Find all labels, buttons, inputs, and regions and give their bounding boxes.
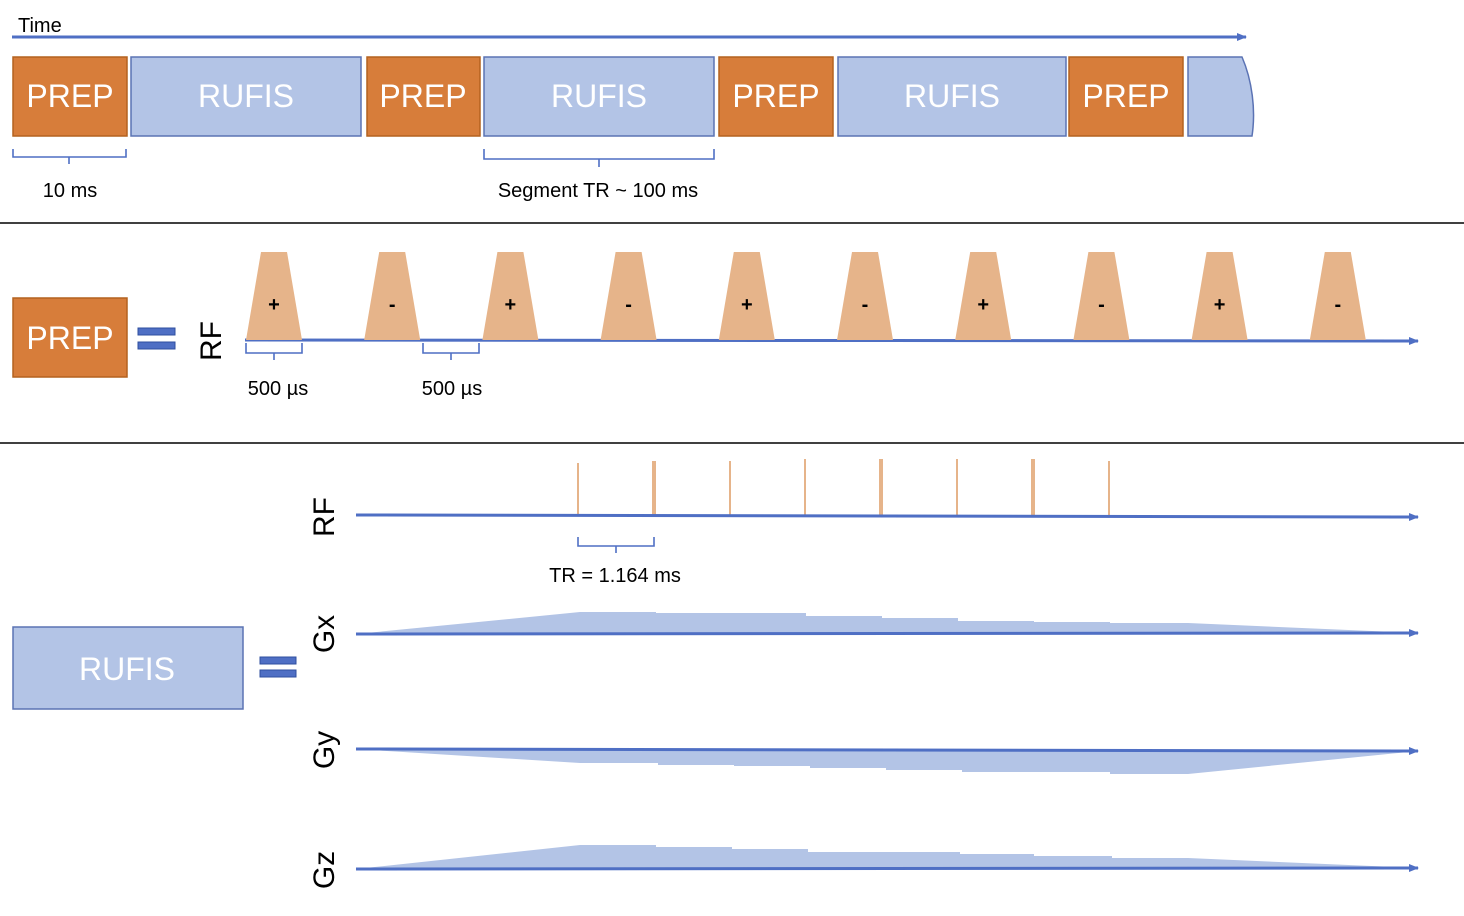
top-block-0-label: PREP [26,78,113,114]
rufis-definition-block: RUFIS [12,626,244,710]
rf-pulse-4 [600,252,657,340]
prep-duration-bracket [12,149,127,164]
rf-pulse-1-sign: + [268,294,280,316]
top-block-4-label: PREP [732,78,819,114]
rufis-definition-label: RUFIS [79,651,175,687]
equals-sign-prep [137,327,176,350]
tr-bracket [577,537,655,553]
top-block-5-label: RUFIS [904,78,1000,114]
rufis-rf-axis-arrow [355,512,1419,521]
gy-axis-label: Gy [308,731,341,769]
rf-spike-4 [804,459,806,515]
top-panel: Time PREP RUFIS PREP RUFIS PREP RUFIS [12,15,1255,202]
pulse-duration-label: 500 µs [248,378,308,400]
pulse-duration-bracket [245,343,303,360]
rf-spike-3 [729,461,731,515]
gap-duration-bracket [422,343,480,360]
bottom-panel: RUFIS RF TR = 1.164 ms Gx Gy Gz [12,459,1419,889]
rf-pulse-7 [955,252,1012,340]
equals-sign-rufis [259,656,297,678]
prep-rf-axis-arrow [244,336,1419,345]
top-block-3-label: RUFIS [551,78,647,114]
rf-pulse-8-sign: - [1098,294,1105,316]
middle-panel: PREP RF + - + - + - + - + - 500 µs 500 µs [12,252,1419,400]
rf-pulse-2-sign: - [389,294,396,316]
top-block-5: RUFIS [837,56,1067,137]
rf-pulse-10 [1309,252,1366,340]
rf-pulse-1 [246,252,302,340]
tr-label: TR = 1.164 ms [549,565,681,587]
gz-axis-label: Gz [308,851,341,889]
top-block-4: PREP [718,56,834,137]
rf-pulse-6 [837,252,893,340]
gy-waveform [356,749,1418,774]
top-block-0: PREP [12,56,128,137]
rf-pulse-5-sign: + [741,294,753,316]
rf-spike-2 [652,461,656,515]
rf-pulse-10-sign: - [1334,294,1341,316]
top-block-7 [1187,56,1255,137]
top-block-2: PREP [366,56,481,137]
rf-spike-6 [956,459,958,515]
rf-spike-1 [577,463,579,515]
rf-pulse-6-sign: - [862,294,869,316]
gx-axis-arrow [355,629,1419,638]
top-block-3: RUFIS [483,56,715,137]
rf-pulse-5 [718,252,775,340]
rf-pulse-7-sign: + [977,294,989,316]
time-label: Time [18,15,62,37]
gz-waveform [356,845,1418,869]
rufis-rf-axis-label: RF [308,497,341,537]
segment-tr-label: Segment TR ~ 100 ms [498,180,698,202]
rf-pulse-3 [482,252,539,340]
prep-rf-axis-label: RF [195,321,228,361]
gx-waveform [356,612,1418,634]
top-block-6-label: PREP [1082,78,1169,114]
rf-spike-5 [879,459,883,515]
gz-axis-arrow [355,864,1419,873]
segment-tr-bracket [483,149,715,167]
rf-pulse-2 [364,252,421,340]
rf-pulse-4-sign: - [625,294,632,316]
prep-pulse-train: + - + - + - + - + - [246,252,1366,340]
rf-pulse-8 [1073,252,1130,340]
gx-axis-label: Gx [308,615,341,653]
rf-spike-7 [1031,459,1035,515]
gy-axis-arrow [355,746,1419,755]
rf-pulse-9-sign: + [1214,294,1226,316]
top-block-1: RUFIS [130,56,362,137]
prep-definition-label: PREP [26,320,113,356]
top-block-6: PREP [1068,56,1184,137]
top-block-2-label: PREP [379,78,466,114]
rf-pulse-9 [1191,252,1248,340]
top-block-1-label: RUFIS [198,78,294,114]
rf-pulse-3-sign: + [505,294,517,316]
prep-definition-block: PREP [12,297,128,378]
rf-spike-8 [1108,461,1110,515]
rufis-rf-spikes [577,459,1110,515]
prep-duration-label: 10 ms [43,180,97,202]
gap-duration-label: 500 µs [422,378,482,400]
